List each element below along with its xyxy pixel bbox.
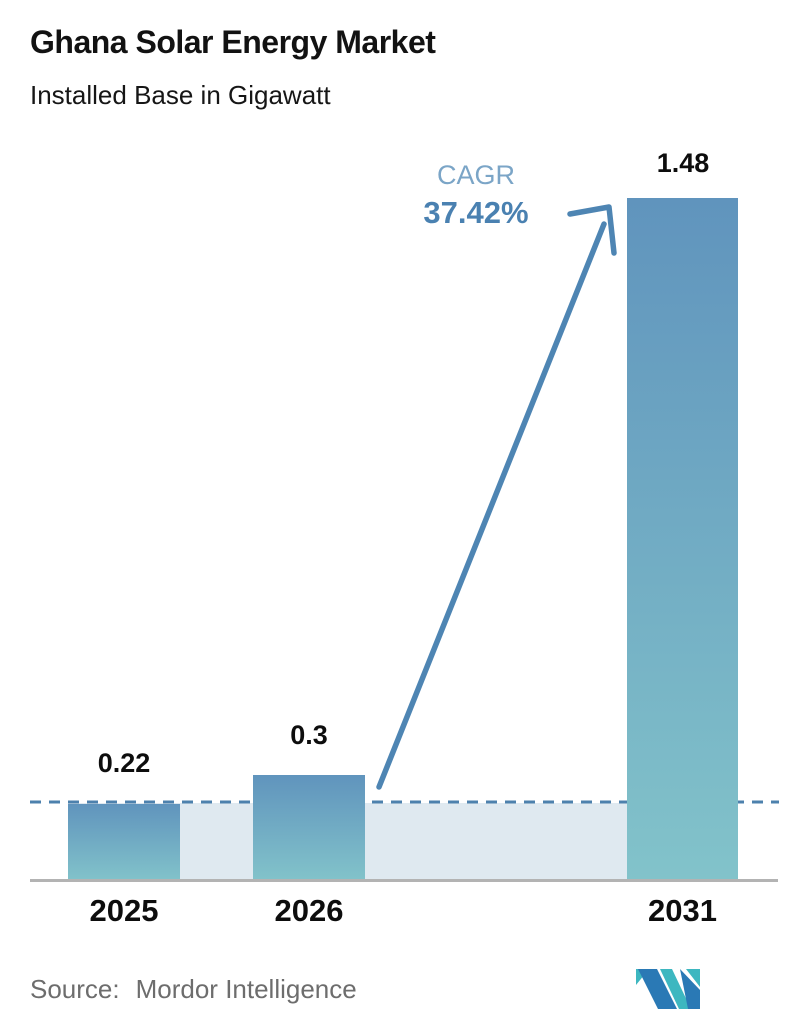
category-label-2031: 2031	[648, 893, 717, 928]
cagr-label: CAGR	[436, 160, 515, 190]
source-prefix: Source:	[30, 974, 120, 1004]
value-label-2026: 0.3	[290, 720, 328, 750]
chart-title: Ghana Solar Energy Market	[30, 24, 436, 60]
cagr-value: 37.42%	[423, 195, 529, 230]
x-axis-line	[30, 879, 778, 882]
cagr-arrow-shaft	[376, 221, 607, 790]
category-label-2025: 2025	[89, 893, 159, 928]
bar-2026	[253, 775, 365, 881]
bar-2025	[68, 804, 180, 881]
value-label-2031: 1.48	[656, 148, 710, 178]
cagr-arrow-head	[567, 204, 617, 256]
cagr-annotation: CAGR 37.42%	[406, 160, 546, 231]
category-label-2026: 2026	[274, 893, 344, 928]
source-row: Source: Mordor Intelligence	[30, 974, 357, 1005]
value-label-2025: 0.22	[97, 748, 151, 778]
mordor-intelligence-logo-icon	[636, 969, 700, 1009]
chart-subtitle: Installed Base in Gigawatt	[30, 80, 331, 110]
bar-2031	[627, 198, 738, 881]
source-name: Mordor Intelligence	[135, 974, 357, 1004]
